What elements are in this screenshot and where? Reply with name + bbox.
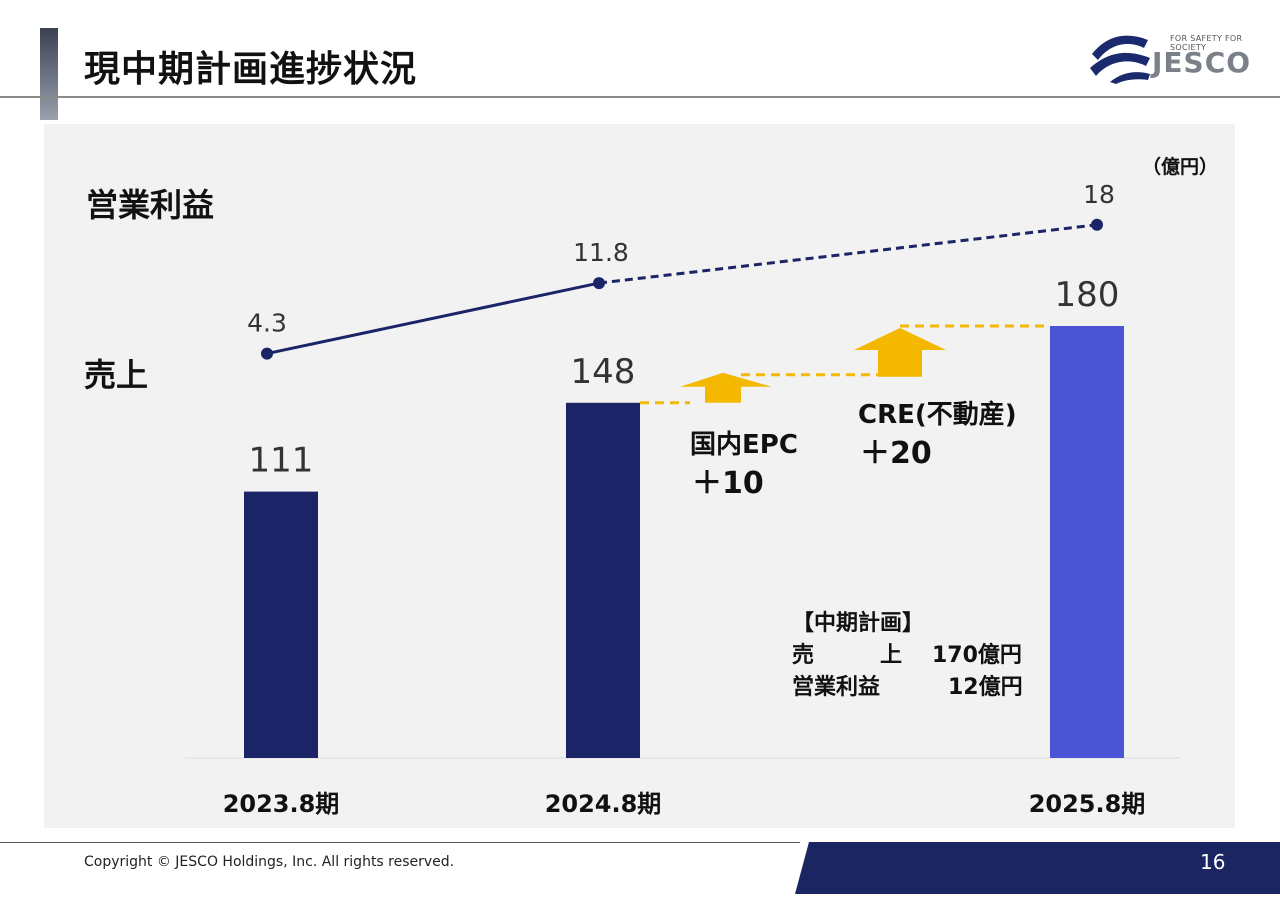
x-tick-label: 2025.8期: [1028, 790, 1146, 818]
plan-row-key: 営業利益: [792, 675, 881, 700]
sales-bar: [244, 491, 318, 758]
plan-row-key: 売 上: [792, 643, 903, 668]
jesco-logo-icon: [1090, 35, 1150, 84]
profit-value-label: 11.8: [573, 238, 629, 267]
plan-row-value: 170億円: [932, 643, 1022, 668]
profit-point: [593, 277, 605, 290]
epc-up-arrow-icon: [680, 372, 772, 403]
sales-value-label: 111: [249, 441, 314, 481]
midterm-plan-box: 【中期計画】 売 上 170億円 営業利益 12億円: [792, 608, 1023, 704]
plan-row-sales: 売 上 170億円: [792, 640, 1023, 672]
cre-annotation-delta: ＋20: [860, 436, 932, 471]
sales-value-label: 148: [571, 352, 636, 392]
sales-bar: [1050, 326, 1124, 758]
page-number: 16: [1200, 850, 1226, 874]
profit-line-actual: [266, 281, 600, 356]
logo-tagline: FOR SAFETY FOR SOCIETY: [1170, 34, 1243, 52]
sales-bar: [566, 402, 640, 758]
unit-label: （億円）: [1142, 156, 1219, 178]
cre-up-arrow-icon: [854, 328, 946, 377]
epc-annotation-delta: ＋10: [692, 466, 764, 501]
profit-point: [1091, 218, 1103, 231]
footer-divider: [0, 842, 800, 843]
copyright-text: Copyright © JESCO Holdings, Inc. All rig…: [84, 854, 455, 870]
footer-band: [795, 842, 1280, 894]
x-tick-label: 2023.8期: [222, 790, 340, 818]
sales-value-label: 180: [1055, 275, 1120, 315]
profit-section-label: 営業利益: [86, 186, 215, 224]
logo-wordmark: JESCO: [1152, 46, 1252, 79]
x-tick-label: 2024.8期: [544, 790, 662, 818]
plan-row-value: 12億円: [948, 675, 1023, 700]
page-title: 現中期計画進捗状況: [84, 49, 418, 90]
title-divider: [0, 96, 1280, 98]
profit-value-label: 18: [1083, 180, 1115, 209]
profit-line-forecast: [598, 223, 1098, 285]
cre-annotation-label: CRE(不動産): [858, 400, 1017, 430]
plan-row-profit: 営業利益 12億円: [792, 672, 1023, 704]
profit-value-label: 4.3: [247, 309, 287, 338]
profit-point: [261, 347, 273, 360]
plan-title: 【中期計画】: [792, 611, 925, 636]
sales-section-label: 売上: [84, 356, 149, 394]
epc-annotation-label: 国内EPC: [690, 430, 798, 460]
